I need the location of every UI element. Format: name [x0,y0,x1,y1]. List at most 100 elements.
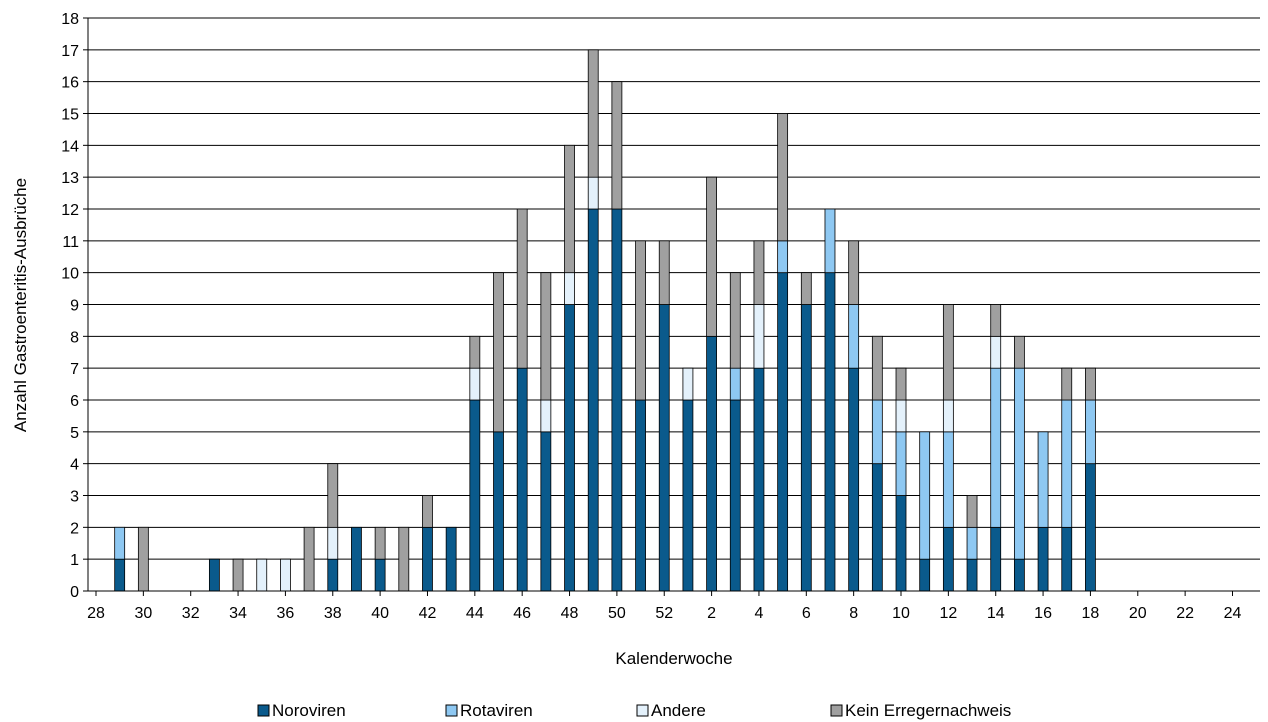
bar-segment [658,304,670,592]
bar-segment [848,304,860,369]
y-tick-label: 5 [70,425,79,442]
bar-segment [327,463,339,528]
y-tick-label: 3 [70,489,79,506]
bar-segment [824,208,836,274]
bar-segment [587,49,599,178]
x-tick-label: 20 [1129,605,1147,622]
bar-segment [1013,558,1025,592]
x-tick-label: 22 [1176,605,1194,622]
legend: Noroviren Rotaviren Andere Kein Erregernach… [257,701,1011,720]
x-tick-label: 36 [277,605,295,622]
bar-segment [1013,335,1025,369]
y-tick-label: 16 [61,75,79,92]
x-tick-label: 10 [892,605,910,622]
bar-segment [871,399,883,465]
bar-segment [729,367,741,401]
bar-segment [232,558,244,592]
bar-segment [374,526,386,560]
bar-segment [327,526,339,560]
x-tick-label: 14 [987,605,1005,622]
bar-segment [303,526,315,592]
x-tick-label: 8 [849,605,858,622]
bar-segment [611,208,623,592]
bar-segment [635,399,646,592]
bar-segment [1037,526,1049,592]
bar-segment [966,495,978,528]
legend-label: Noroviren [272,701,346,720]
bar-segment [469,367,481,401]
bar-segment [729,272,741,369]
bar-segment [942,399,954,433]
bar-segment [374,558,386,592]
bar-segment [871,463,883,592]
legend-swatch [830,704,843,717]
bar-segment [516,208,528,369]
y-tick-label: 13 [61,170,79,187]
gridlines [83,17,1260,592]
bar-segment [848,367,860,592]
bar-segment [777,240,789,274]
bar-segment [1085,399,1096,465]
x-tick-label: 28 [87,605,105,622]
bar-segment [942,304,954,401]
bar-segment [493,431,504,592]
bar-segment [564,272,575,305]
bar-segment [942,431,954,528]
x-tick-label: 6 [802,605,811,622]
x-tick-label: 48 [561,605,579,622]
x-tick-label: 34 [229,605,247,622]
x-tick-label: 44 [466,605,484,622]
axes [87,18,1260,592]
y-axis-title: Anzahl Gastroenteritis-Ausbrüche [11,178,30,432]
bar-segment [564,304,575,592]
bar-segment [351,526,362,592]
bar-segment [682,367,694,401]
bar-segment [1037,431,1049,528]
bar-segment [611,81,623,210]
bar-segment [990,304,1002,337]
bar-segment [422,526,433,592]
y-tick-label: 6 [70,393,79,410]
bar-segment [327,558,339,592]
x-tick-label: 32 [182,605,200,622]
bar-segment [422,495,433,528]
bar-segment [493,272,504,433]
y-tick-label: 11 [62,234,79,251]
y-tick-label: 1 [70,552,79,569]
bar-segment [587,176,599,210]
bar-segment [398,526,410,592]
bar-segment [137,526,149,592]
x-tick-label: 18 [1082,605,1100,622]
y-tick-label: 8 [70,329,79,346]
x-tick-label: 52 [655,605,673,622]
bar-segment [990,526,1002,592]
bar-segment [753,240,765,305]
bar-segment [895,367,907,401]
bar-segment [114,526,126,560]
y-tick-label: 7 [70,361,79,378]
bar-segment [1013,367,1025,560]
bar-segment [635,240,646,401]
x-tick-label: 30 [134,605,152,622]
legend-label: Kein Erregernachweis [845,701,1011,720]
bar-segment [753,304,765,369]
bar-segment [895,495,907,592]
y-tick-label: 17 [61,43,79,60]
x-tick-label: 2 [707,605,716,622]
bar-segment [256,558,268,592]
bar-segment [895,399,907,433]
bar-segment [587,208,599,592]
x-tick-label: 46 [513,605,531,622]
bar-segment [753,367,765,592]
bar-segment [540,272,552,401]
legend-swatch [257,704,270,717]
bar-segment [469,399,481,592]
bar-segment [800,304,812,592]
legend-label: Rotaviren [460,701,533,720]
bar-segment [966,526,978,560]
bar-segment [706,176,717,337]
bar-segment [682,399,694,592]
bar-segment [990,335,1002,369]
bar-segment [1061,367,1073,401]
